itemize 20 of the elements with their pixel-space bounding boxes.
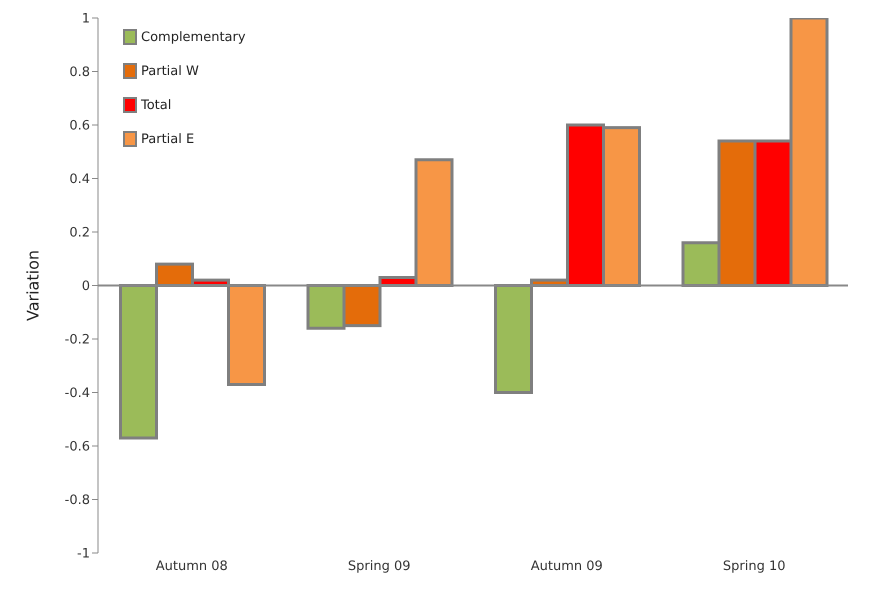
y-tick-label: 0.2 — [69, 226, 90, 241]
x-tick-label: Autumn 09 — [530, 559, 603, 574]
legend-label: Total — [141, 98, 172, 112]
y-tick-label: 0.4 — [69, 172, 90, 188]
legend-label: Partial E — [141, 132, 194, 146]
x-tick-label: Spring 09 — [348, 559, 411, 574]
y-tick-label: 0.8 — [69, 65, 90, 80]
y-tick-label: -0.4 — [64, 386, 90, 402]
x-tick-label: Autumn 08 — [156, 559, 228, 574]
y-tick-label: 1 — [82, 12, 90, 27]
y-tick-label: -0.8 — [64, 493, 90, 508]
x-tick-label: Spring 10 — [722, 559, 786, 574]
legend-label: Partial W — [141, 64, 199, 78]
y-tick-label: -0.6 — [64, 440, 90, 455]
y-tick-label: -0.2 — [64, 332, 90, 348]
legend-label: Complementary — [141, 30, 246, 44]
y-axis-title: Variation — [24, 250, 43, 321]
y-tick-label: 0 — [82, 279, 90, 294]
y-tick-label: 0.6 — [69, 118, 90, 134]
y-tick-label: -1 — [77, 546, 90, 562]
